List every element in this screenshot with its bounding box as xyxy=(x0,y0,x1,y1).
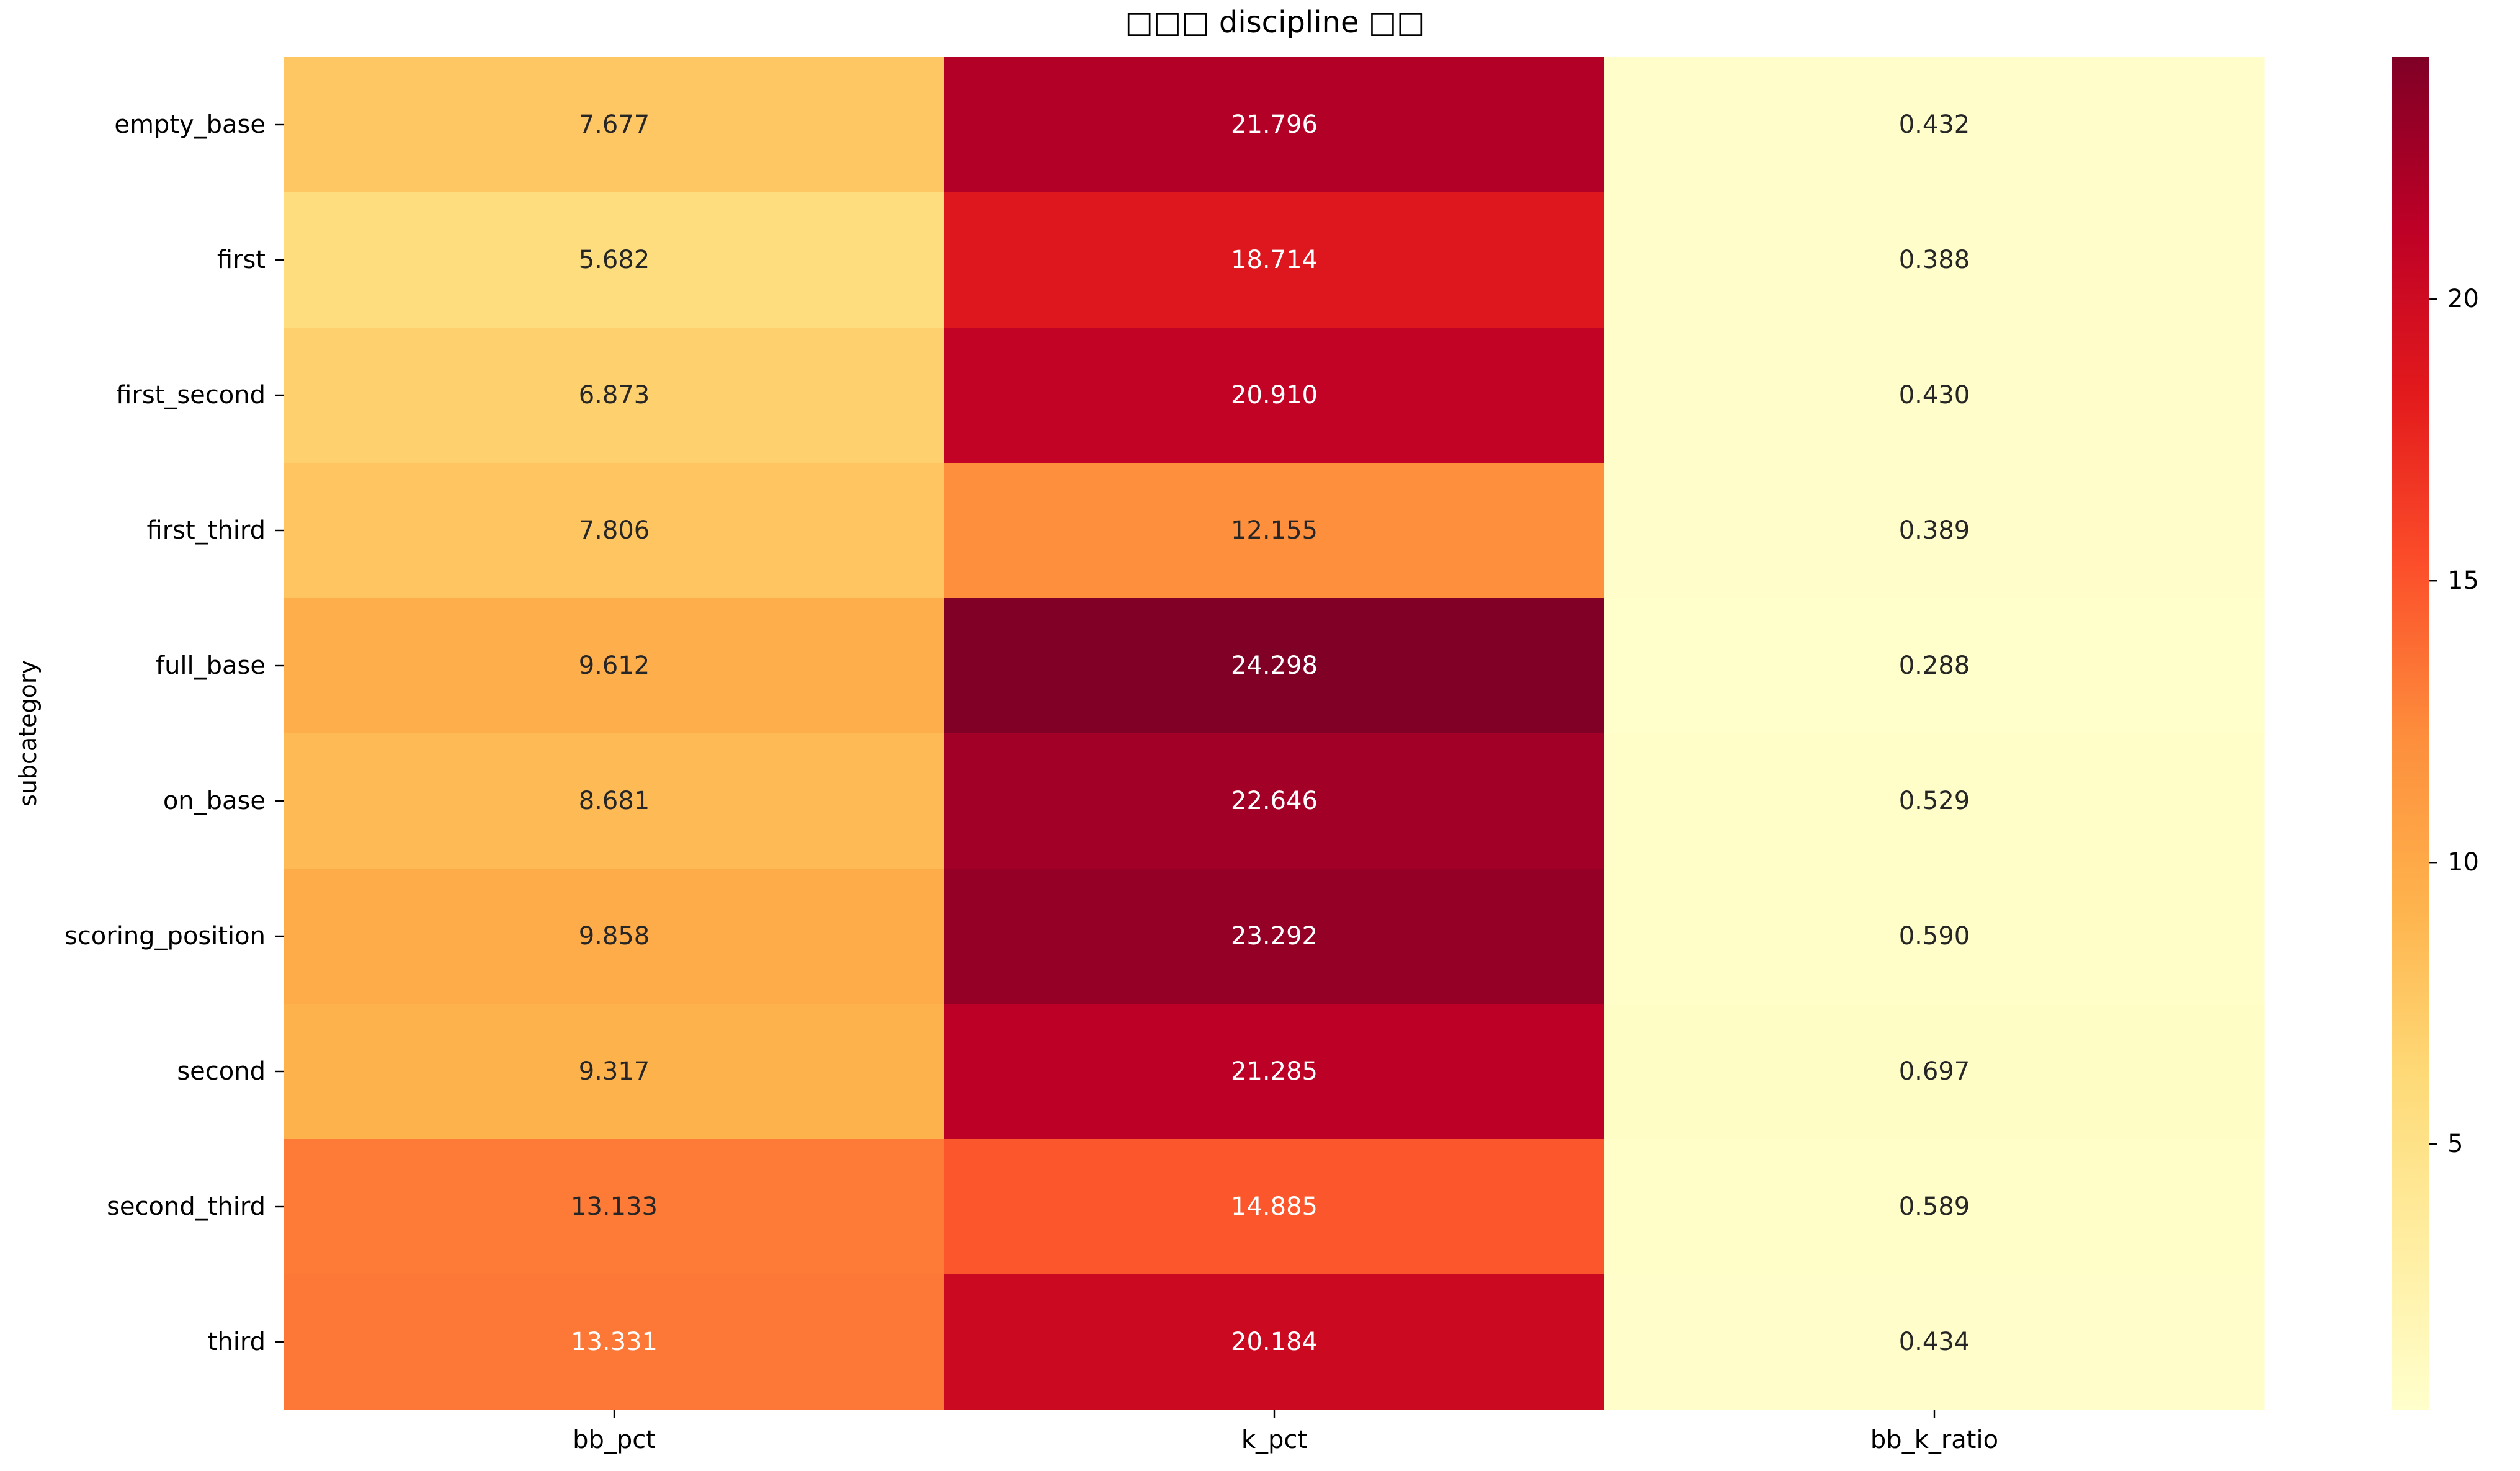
colorbar-tick-label: 20 xyxy=(2447,285,2479,313)
heatmap-cell xyxy=(1604,1139,2265,1275)
y-tick-label: first_second xyxy=(116,381,266,409)
chart-title: □□□ discipline □□ xyxy=(1125,5,1425,40)
x-axis-ticks: bb_pct k_pct bb_k_ratio xyxy=(573,1410,1998,1454)
x-tick-label: k_pct xyxy=(1241,1426,1307,1454)
y-tick-label: second xyxy=(177,1057,266,1086)
x-tick-label: bb_pct xyxy=(573,1426,656,1454)
heatmap-cell-label: 23.292 xyxy=(1231,922,1318,950)
heatmap-cell-label: 0.288 xyxy=(1899,651,1970,680)
heatmap-cell xyxy=(284,1004,945,1140)
heatmap-cell xyxy=(944,598,1605,734)
heatmap-cell xyxy=(284,192,945,328)
heatmap-cell xyxy=(284,1139,945,1275)
heatmap-cell-label: 0.529 xyxy=(1899,787,1970,815)
y-axis-label: subcategory xyxy=(14,660,42,807)
heatmap-cell-label: 12.155 xyxy=(1231,516,1318,545)
heatmap-cell xyxy=(1604,57,2265,193)
heatmap-cell-label: 0.388 xyxy=(1899,246,1970,274)
heatmap-cell-label: 9.858 xyxy=(579,922,650,950)
heatmap-cell-label: 14.885 xyxy=(1231,1192,1318,1221)
colorbar: 5 10 15 20 xyxy=(2392,57,2479,1410)
heatmap-cell-label: 20.184 xyxy=(1231,1328,1318,1356)
heatmap-cell xyxy=(284,57,945,193)
heatmap-cell-label: 9.612 xyxy=(579,651,650,680)
y-tick-label: third xyxy=(208,1328,266,1356)
heatmap-cell-labels: 7.677 21.796 0.432 5.682 18.714 0.388 6.873 20.… xyxy=(571,110,1970,1356)
heatmap-cell xyxy=(944,1139,1605,1275)
colorbar-gradient xyxy=(2392,57,2429,1410)
heatmap-cell xyxy=(944,463,1605,599)
y-tick-label: second_third xyxy=(107,1192,266,1221)
heatmap-cell xyxy=(1604,328,2265,463)
heatmap-cell xyxy=(1604,463,2265,599)
heatmap-cell xyxy=(944,733,1605,869)
heatmap-cell-label: 0.432 xyxy=(1899,110,1970,139)
heatmap-cell xyxy=(1604,192,2265,328)
heatmap-cell-label: 0.589 xyxy=(1899,1192,1970,1221)
colorbar-tick-label: 15 xyxy=(2447,566,2479,595)
heatmap-cell xyxy=(944,57,1605,193)
colorbar-tick-label: 10 xyxy=(2447,848,2479,877)
heatmap-cell xyxy=(1604,869,2265,1004)
heatmap-cell-label: 20.910 xyxy=(1231,381,1318,409)
colorbar-ticks: 5 10 15 20 xyxy=(2429,285,2479,1158)
heatmap-cell-label: 0.434 xyxy=(1899,1328,1970,1356)
heatmap-cell xyxy=(284,598,945,734)
y-tick-label: empty_base xyxy=(114,110,266,139)
x-tick-label: bb_k_ratio xyxy=(1870,1426,1998,1454)
heatmap-cell xyxy=(1604,1274,2265,1410)
y-tick-label: full_base xyxy=(156,651,266,680)
heatmap-cell-label: 0.430 xyxy=(1899,381,1970,409)
heatmap-cell-label: 6.873 xyxy=(579,381,650,409)
y-tick-label: scoring_position xyxy=(65,922,266,950)
heatmap-cells xyxy=(284,57,2265,1410)
heatmap-cell xyxy=(944,1004,1605,1140)
heatmap-cell-label: 18.714 xyxy=(1231,246,1318,274)
heatmap-cell-label: 8.681 xyxy=(579,787,650,815)
heatmap-cell-label: 13.331 xyxy=(571,1328,658,1356)
heatmap-cell-label: 0.697 xyxy=(1899,1057,1970,1086)
heatmap-cell xyxy=(284,328,945,463)
y-tick-label: first xyxy=(217,246,266,274)
heatmap-cell-label: 21.285 xyxy=(1231,1057,1318,1086)
heatmap-cell-label: 22.646 xyxy=(1231,787,1318,815)
y-tick-label: first_third xyxy=(147,516,266,545)
heatmap-cell xyxy=(284,869,945,1004)
heatmap-cell-label: 0.389 xyxy=(1899,516,1970,545)
heatmap-cell-label: 7.806 xyxy=(579,516,650,545)
heatmap-cell xyxy=(944,869,1605,1004)
heatmap-cell-label: 13.133 xyxy=(571,1192,658,1221)
heatmap-cell-label: 21.796 xyxy=(1231,110,1318,139)
colorbar-tick-label: 5 xyxy=(2447,1130,2463,1158)
heatmap-cell-label: 9.317 xyxy=(579,1057,650,1086)
heatmap-cell xyxy=(944,1274,1605,1410)
heatmap-cell xyxy=(284,1274,945,1410)
heatmap-cell-label: 24.298 xyxy=(1231,651,1318,680)
heatmap-cell xyxy=(944,328,1605,463)
heatmap-cell xyxy=(1604,733,2265,869)
heatmap-cell xyxy=(284,463,945,599)
heatmap-cell xyxy=(284,733,945,869)
heatmap-cell-label: 7.677 xyxy=(579,110,650,139)
heatmap-cell xyxy=(1604,1004,2265,1140)
y-tick-label: on_base xyxy=(163,787,266,815)
heatmap-cell xyxy=(1604,598,2265,734)
heatmap-cell xyxy=(944,192,1605,328)
heatmap-cell-label: 0.590 xyxy=(1899,922,1970,950)
heatmap-cell-label: 5.682 xyxy=(579,246,650,274)
